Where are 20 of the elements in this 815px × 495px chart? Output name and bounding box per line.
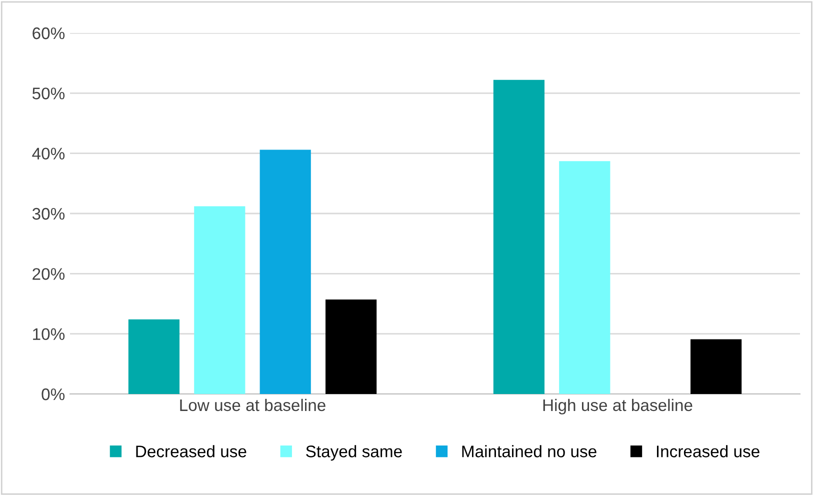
y-tick-label: 30% — [32, 208, 65, 220]
legend-label: Increased use — [656, 445, 760, 458]
bar — [493, 80, 544, 394]
x-tick-label: Low use at baseline — [180, 398, 326, 412]
bar — [194, 206, 246, 394]
bar — [559, 161, 610, 394]
y-tick-label: 20% — [32, 268, 65, 280]
bar — [690, 339, 742, 394]
x-tick-label: High use at baseline — [543, 398, 692, 414]
y-tick-label: 40% — [32, 148, 65, 160]
bar — [260, 150, 311, 394]
y-tick-label: 0% — [42, 388, 65, 400]
bar — [128, 319, 180, 394]
bar — [326, 300, 377, 394]
y-tick-label: 60% — [32, 27, 65, 40]
legend-label: Maintained no use — [462, 445, 596, 458]
y-tick-label: 50% — [32, 88, 65, 100]
legend-label: Stayed same — [306, 445, 402, 461]
legend-label: Decreased use — [136, 445, 246, 458]
y-tick-label: 10% — [33, 328, 65, 340]
